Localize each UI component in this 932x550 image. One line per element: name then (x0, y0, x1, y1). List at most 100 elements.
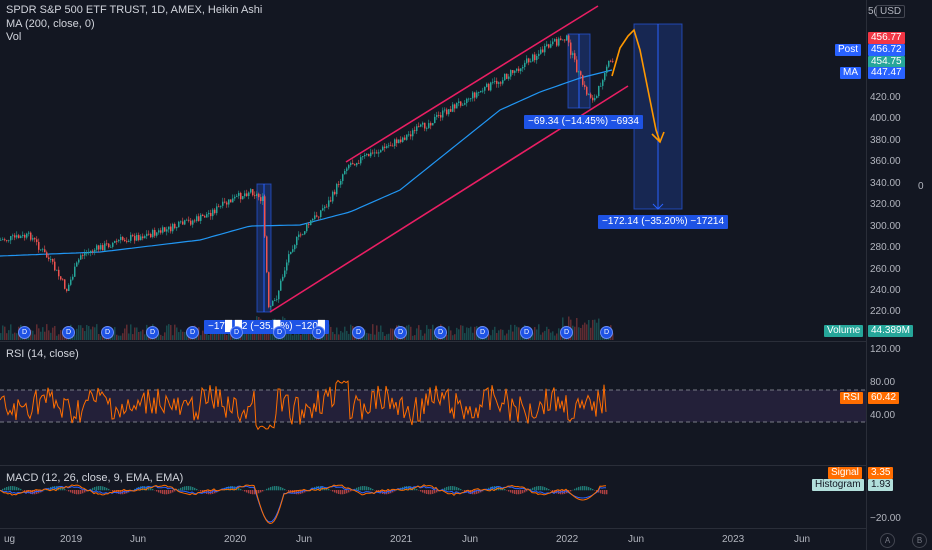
macd-histogram-bar (536, 486, 538, 491)
dividend-marker[interactable]: D (186, 326, 199, 339)
candle-body (500, 82, 502, 84)
rsi-tick-40: 40.00 (870, 410, 896, 421)
dividend-marker[interactable]: D (101, 326, 114, 339)
price-tick: 420.00 (870, 92, 901, 103)
macd-histogram-bar (576, 487, 578, 491)
price-axis[interactable] (866, 0, 932, 550)
dividend-marker[interactable]: D (352, 326, 365, 339)
candle-body (384, 146, 386, 148)
price-badge-label: Post (835, 44, 862, 56)
macd-histogram-bar (156, 490, 158, 492)
dividend-marker[interactable]: D (62, 326, 75, 339)
volume-bar (506, 333, 508, 340)
measure-label-covid[interactable]: −17█.█2 (−35.█%) −120█ (204, 320, 330, 334)
macd-histogram-bar (376, 490, 378, 492)
rsi-tick-80: 80.00 (870, 377, 896, 388)
macd-histogram-bar (598, 490, 600, 493)
candle-body (488, 83, 490, 91)
candle-body (498, 82, 500, 84)
measure-label-projection[interactable]: −172.14 (−35.20%) −17214 (598, 215, 729, 229)
auto-scale-button[interactable]: A (880, 533, 895, 548)
dividend-marker[interactable]: D (560, 326, 573, 339)
projection-path[interactable] (611, 28, 661, 143)
ma-legend[interactable]: MA (200, close, 0) (6, 18, 95, 30)
volume-bar (94, 327, 96, 340)
time-label: 2023 (722, 534, 745, 545)
macd-signal-line (0, 484, 607, 525)
volume-bar (166, 325, 168, 340)
candle-body (0, 239, 2, 241)
macd-histogram-bar (248, 490, 250, 494)
dividend-marker[interactable]: D (394, 326, 407, 339)
candle-body (468, 98, 470, 100)
candle-body (92, 250, 94, 252)
symbol-legend[interactable]: SPDR S&P 500 ETF TRUST, 1D, AMEX, Heikin… (6, 4, 263, 16)
volume-bar (56, 335, 58, 340)
volume-bar (334, 334, 336, 340)
candle-body (112, 242, 114, 247)
volume-bar (508, 329, 510, 340)
candle-body (136, 235, 138, 241)
rsi-pane-divider[interactable] (0, 341, 932, 342)
dividend-marker[interactable]: D (312, 326, 325, 339)
macd-histogram-bar (204, 490, 206, 494)
dividend-marker[interactable]: D (273, 326, 286, 339)
volume-bar (538, 324, 540, 340)
candle-body (86, 252, 88, 254)
histogram-label: Histogram (812, 479, 864, 491)
dividend-marker[interactable]: D (476, 326, 489, 339)
candle-body (320, 210, 322, 217)
candle-body (470, 98, 472, 100)
candle-body (102, 245, 104, 251)
macd-histogram-bar (522, 490, 524, 494)
candle-body (386, 146, 388, 148)
dividend-marker[interactable]: D (230, 326, 243, 339)
volume-bar (100, 335, 102, 340)
macd-histogram-bar (240, 488, 242, 491)
measure-label-2022[interactable]: −69.34 (−14.45%) −6934 (524, 115, 643, 129)
macd-histogram-bar (342, 490, 344, 495)
volume-bar (118, 335, 120, 340)
macd-legend[interactable]: MACD (12, 26, close, 9, EMA, EMA) (6, 472, 184, 484)
candle-body (356, 162, 358, 166)
macd-histogram-bar (602, 490, 604, 494)
macd-histogram-bar (304, 490, 306, 493)
channel-upper-line[interactable] (345, 5, 599, 163)
volume-bar (88, 326, 90, 340)
dividend-marker[interactable]: D (434, 326, 447, 339)
macd-histogram-bar (184, 486, 186, 491)
candle-body (612, 61, 614, 63)
price-tick: 380.00 (870, 135, 901, 146)
settings-button[interactable]: B (912, 533, 927, 548)
rsi-legend[interactable]: RSI (14, close) (6, 348, 79, 360)
dividend-marker[interactable]: D (146, 326, 159, 339)
volume-bar (86, 325, 88, 340)
macd-histogram-bar (344, 490, 346, 494)
price-tick: 360.00 (870, 156, 901, 167)
volume-bar (496, 333, 498, 340)
volume-bar (310, 333, 312, 340)
candle-body (458, 101, 460, 103)
volume-bar (204, 330, 206, 340)
macd-histogram-bar (196, 488, 198, 491)
dividend-marker[interactable]: D (520, 326, 533, 339)
candle-body (360, 157, 362, 164)
price-chart[interactable] (0, 0, 866, 550)
candle-body (432, 122, 434, 126)
dividend-marker[interactable]: D (600, 326, 613, 339)
dividend-marker[interactable]: D (18, 326, 31, 339)
macd-histogram-bar (464, 490, 466, 492)
volume-bar (96, 324, 98, 340)
currency-selector[interactable]: USD (876, 5, 906, 18)
volume-bar (202, 330, 204, 340)
rsi-tick-120: 120.00 (870, 344, 901, 355)
projection-measure-arrow (652, 203, 664, 210)
volume-bar (516, 326, 518, 340)
candle-body (368, 154, 370, 157)
macd-pane-divider[interactable] (0, 465, 932, 466)
candle-body (514, 70, 516, 73)
volume-bar (370, 333, 372, 340)
vol-legend[interactable]: Vol (6, 31, 22, 43)
candle-body (12, 235, 14, 237)
